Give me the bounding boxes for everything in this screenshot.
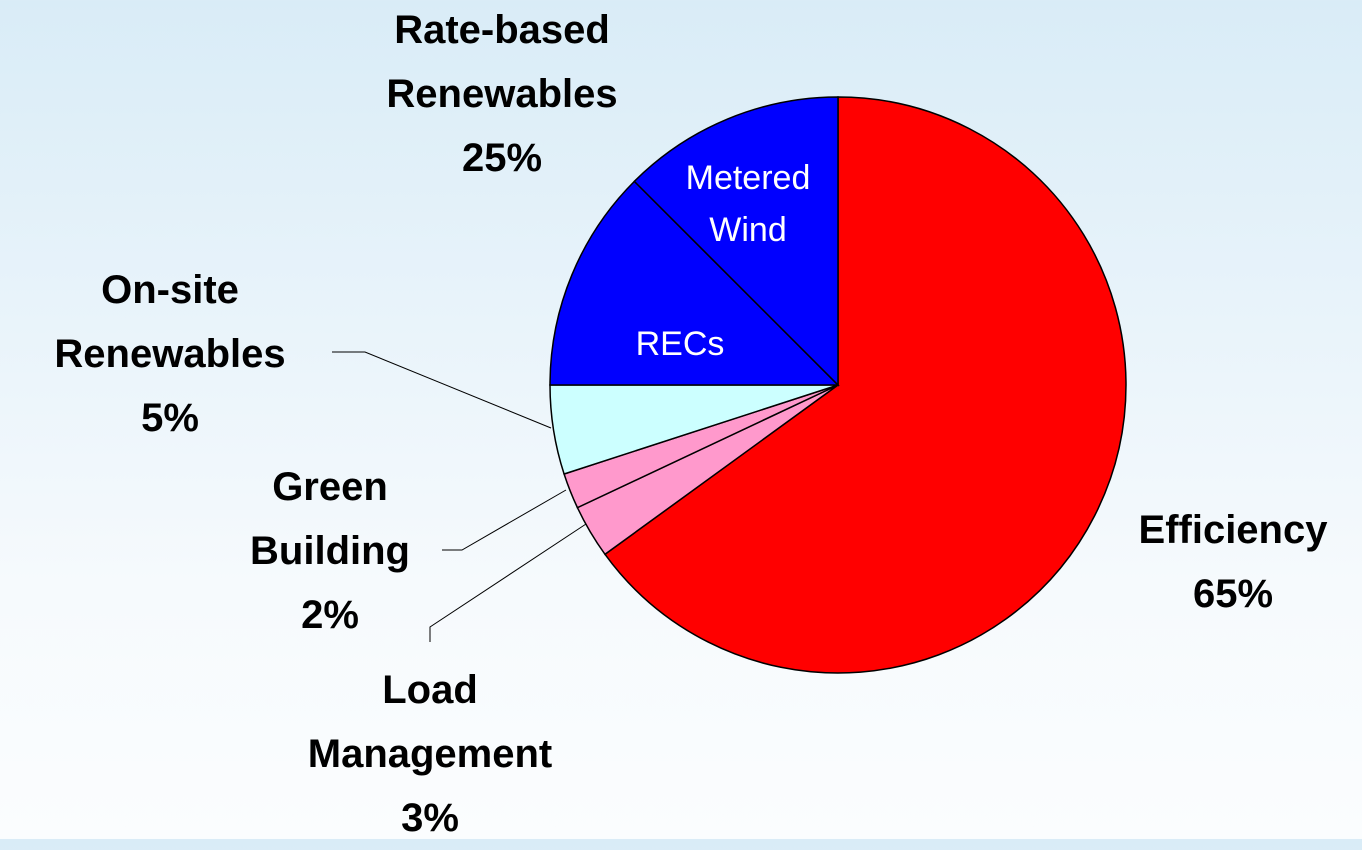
slice [603,96,1127,674]
leader-line [429,523,587,642]
category-name: Rate-based Renewables [386,8,618,116]
category-name: Load Management [307,668,553,776]
leaders [332,351,587,642]
value-label: 5% [141,396,199,440]
sub-slice [633,96,839,387]
category-name: On-site Renewables [54,268,286,376]
slice-label: Green Building 2% [210,455,450,647]
value-label: 65% [1192,572,1274,616]
category-name: Efficiency [1138,508,1328,552]
sub-category-name: RECs [635,325,725,363]
slice-label: Efficiency 65% [1083,498,1362,626]
leader-line [442,489,567,551]
slice-label: On-site Renewables 5% [10,258,330,450]
sub-category-name: Metered Wind [685,159,811,249]
sub-slice-label: Metered Wind [663,152,833,256]
value-label: 3% [401,796,459,840]
sub-slice-label: RECs [580,318,780,370]
leader-line [332,351,552,429]
slice-label: Rate-based Renewables 25% [342,0,662,190]
slice-label: Load Management 3% [260,658,600,850]
value-label: 2% [301,593,359,637]
category-name: Green Building [250,465,410,573]
value-label: 25% [461,136,543,180]
sub-slice [549,180,840,386]
